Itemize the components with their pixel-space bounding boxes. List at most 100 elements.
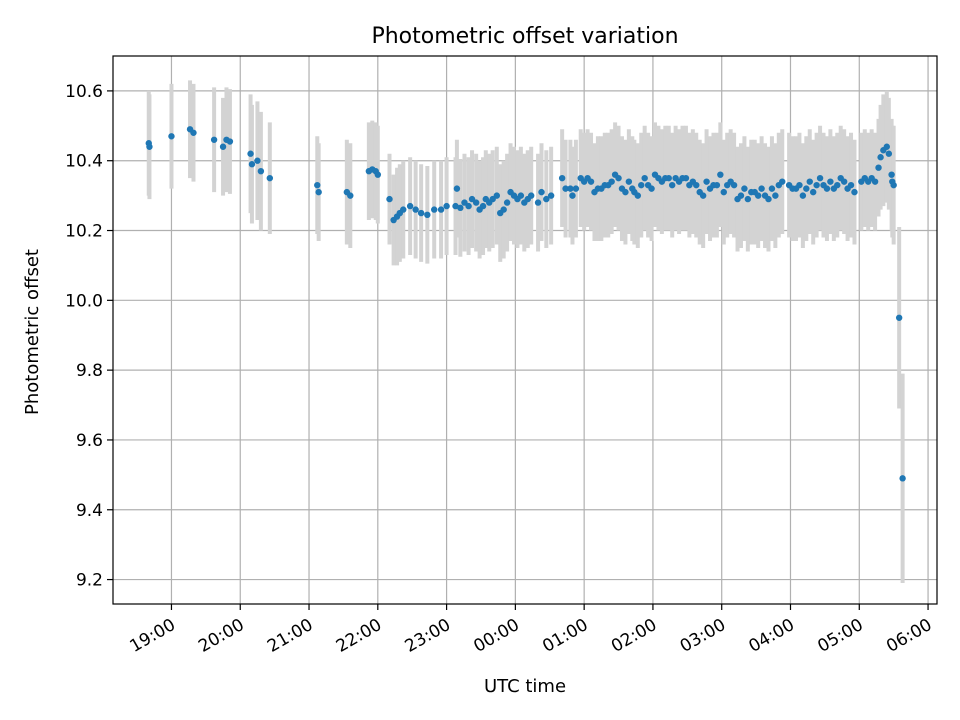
data-point-15 (315, 188, 322, 196)
data-point-79 (622, 188, 629, 196)
grid-lines (113, 56, 937, 604)
data-point-42 (479, 202, 487, 210)
data-point-75 (608, 178, 615, 185)
data-point-1 (146, 143, 153, 150)
x-tick-label: 21:00 (264, 615, 316, 657)
data-point-64 (569, 192, 576, 199)
data-point-135 (816, 174, 824, 182)
y-tick-label: 10.0 (65, 291, 103, 311)
data-point-35 (453, 185, 461, 192)
data-point-138 (827, 178, 834, 185)
data-point-11 (254, 157, 261, 164)
data-point-150 (871, 178, 879, 185)
x-tick-label: 06:00 (883, 615, 935, 657)
data-point-53 (517, 192, 525, 199)
data-point-85 (641, 174, 648, 182)
data-point-13 (266, 174, 274, 182)
x-axis-label: UTC time (484, 676, 566, 697)
y-axis-label: Photometric offset (22, 249, 43, 415)
data-point-84 (638, 181, 645, 189)
data-point-115 (744, 195, 752, 203)
data-point-49 (503, 199, 511, 206)
data-point-48 (500, 206, 507, 213)
data-point-34 (452, 202, 459, 210)
y-tick-label: 10.6 (65, 82, 103, 102)
data-point-102 (699, 192, 707, 199)
data-markers (145, 126, 906, 482)
data-point-65 (572, 185, 580, 192)
data-point-133 (809, 188, 817, 196)
data-point-140 (834, 181, 841, 189)
data-point-97 (682, 174, 690, 182)
data-point-129 (796, 181, 803, 189)
x-tick-label: 01:00 (539, 615, 591, 657)
data-point-46 (493, 192, 500, 199)
data-point-29 (417, 209, 425, 217)
data-point-87 (648, 185, 655, 192)
data-point-69 (587, 178, 595, 185)
data-point-121 (765, 195, 772, 203)
data-point-17 (347, 192, 354, 199)
data-point-60 (547, 192, 555, 199)
data-point-57 (534, 199, 542, 206)
x-tick-label: 00:00 (470, 615, 522, 657)
data-point-6 (219, 143, 227, 150)
data-point-111 (730, 181, 738, 189)
data-point-32 (437, 206, 445, 213)
data-point-123 (772, 192, 779, 199)
data-point-9 (247, 150, 254, 157)
data-point-63 (567, 185, 574, 192)
data-point-159 (895, 314, 903, 321)
data-point-28 (412, 206, 419, 213)
data-point-8 (226, 138, 234, 145)
x-tick-label: 19:00 (127, 615, 179, 657)
data-point-92 (665, 174, 672, 182)
data-point-155 (885, 150, 893, 157)
data-point-36 (457, 204, 464, 212)
y-tick-label: 10.4 (65, 152, 103, 172)
data-point-154 (883, 143, 890, 150)
data-point-145 (851, 188, 858, 196)
data-point-156 (888, 171, 895, 178)
data-point-160 (899, 475, 906, 482)
data-point-10 (248, 161, 256, 168)
x-tick-label: 02:00 (608, 615, 660, 657)
data-point-59 (543, 195, 550, 203)
data-point-132 (806, 178, 813, 185)
y-tick-label: 9.8 (76, 361, 103, 381)
data-point-100 (693, 181, 700, 189)
data-point-61 (558, 174, 566, 182)
data-point-21 (374, 171, 382, 178)
data-point-106 (713, 181, 721, 189)
data-point-93 (668, 181, 676, 189)
data-point-33 (443, 202, 450, 210)
data-point-151 (875, 164, 882, 171)
data-point-27 (406, 202, 414, 210)
data-point-26 (400, 206, 407, 213)
x-tick-label: 20:00 (195, 615, 247, 657)
data-point-83 (634, 192, 642, 199)
data-point-56 (527, 192, 535, 199)
data-point-134 (813, 181, 820, 189)
data-point-80 (625, 178, 633, 185)
data-point-122 (768, 185, 776, 192)
y-tick-label: 10.2 (65, 222, 103, 242)
data-point-77 (615, 174, 622, 182)
error-bars (146, 80, 905, 584)
data-point-125 (779, 178, 786, 185)
data-point-158 (890, 181, 897, 189)
x-axis-ticks: 19:00 20:00 21:00 22:00 23:00 00:00 01:00 02:00… (127, 604, 936, 657)
data-point-14 (314, 181, 321, 189)
x-tick-label: 05:00 (814, 615, 866, 657)
x-tick-label: 03:00 (677, 615, 729, 657)
data-point-130 (799, 192, 807, 199)
x-tick-label: 04:00 (746, 615, 798, 657)
y-tick-label: 9.4 (76, 501, 103, 521)
data-point-22 (386, 195, 393, 203)
data-point-58 (538, 188, 545, 196)
data-point-114 (741, 185, 748, 192)
data-point-107 (717, 171, 724, 178)
data-point-5 (210, 136, 218, 143)
data-point-40 (472, 199, 480, 206)
